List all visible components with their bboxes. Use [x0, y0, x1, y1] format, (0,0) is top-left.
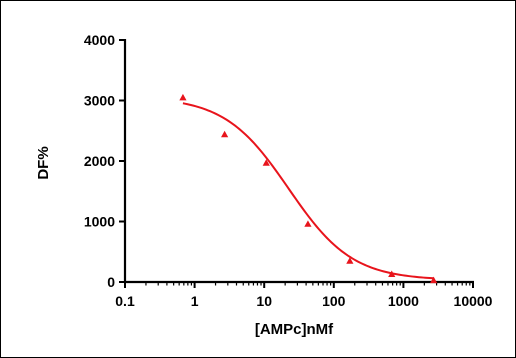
data-point [346, 257, 354, 264]
data-point [430, 276, 438, 284]
x-tick-label: 0.1 [115, 293, 135, 309]
y-tick-label: 1000 [84, 214, 115, 230]
y-axis-title: DF% [35, 146, 52, 179]
x-tick-label: 10000 [454, 293, 493, 309]
x-tick-label: 100 [322, 293, 346, 309]
y-tick-label: 2000 [84, 153, 115, 169]
x-tick-label: 1 [191, 293, 199, 309]
y-tick-label: 4000 [84, 32, 115, 48]
fit-curve [182, 102, 434, 280]
y-tick-label: 0 [107, 274, 115, 290]
x-axis-title: [AMPc]nMf [255, 321, 334, 338]
data-point [179, 93, 187, 101]
data-point [304, 220, 312, 227]
y-tick-label: 3000 [84, 93, 115, 109]
axes [123, 39, 474, 284]
x-tick-label: 10 [256, 293, 272, 309]
axis-ticks: 0.1 1 10 100 1000 10000 0 1000 2000 3000 4000 [84, 32, 493, 309]
data-point [388, 270, 396, 278]
data-point [262, 159, 270, 166]
data-point [221, 130, 229, 138]
x-tick-label: 1000 [388, 293, 419, 309]
data-points [179, 93, 438, 284]
